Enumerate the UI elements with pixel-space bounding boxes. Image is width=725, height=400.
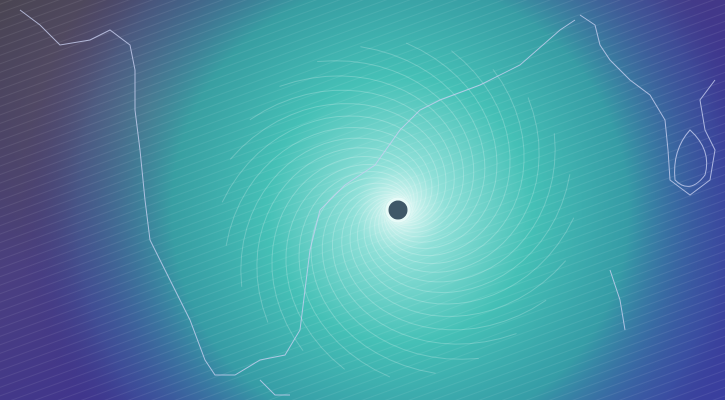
spiral-arm	[341, 191, 547, 331]
spiral-arm	[357, 196, 575, 305]
spiral-arm	[271, 155, 418, 351]
spiral-arm	[331, 187, 517, 345]
spiral-arm	[285, 163, 415, 370]
spiral-arm	[317, 60, 475, 238]
spiral-arm	[321, 182, 479, 360]
spiral-arm	[256, 147, 422, 323]
cyclone-eye	[385, 197, 411, 223]
spiral-arm	[374, 97, 540, 273]
spiral-arm	[360, 46, 486, 243]
spiral-arm	[378, 69, 525, 265]
coastline	[19, 9, 716, 396]
spiral-arm	[225, 126, 433, 246]
spiral-arm	[249, 89, 455, 229]
spiral-arm	[230, 103, 447, 226]
cyclone-spiral	[221, 42, 575, 378]
spiral-arm	[369, 133, 556, 283]
spiral-arm	[383, 42, 498, 249]
spiral-arm	[279, 75, 465, 233]
spiral-arm	[310, 177, 436, 374]
spiral-arm	[240, 137, 427, 287]
spiral-arm	[221, 115, 439, 224]
spiral-arm	[349, 194, 566, 317]
spiral-arm	[381, 50, 511, 257]
spiral-arm	[363, 174, 571, 294]
